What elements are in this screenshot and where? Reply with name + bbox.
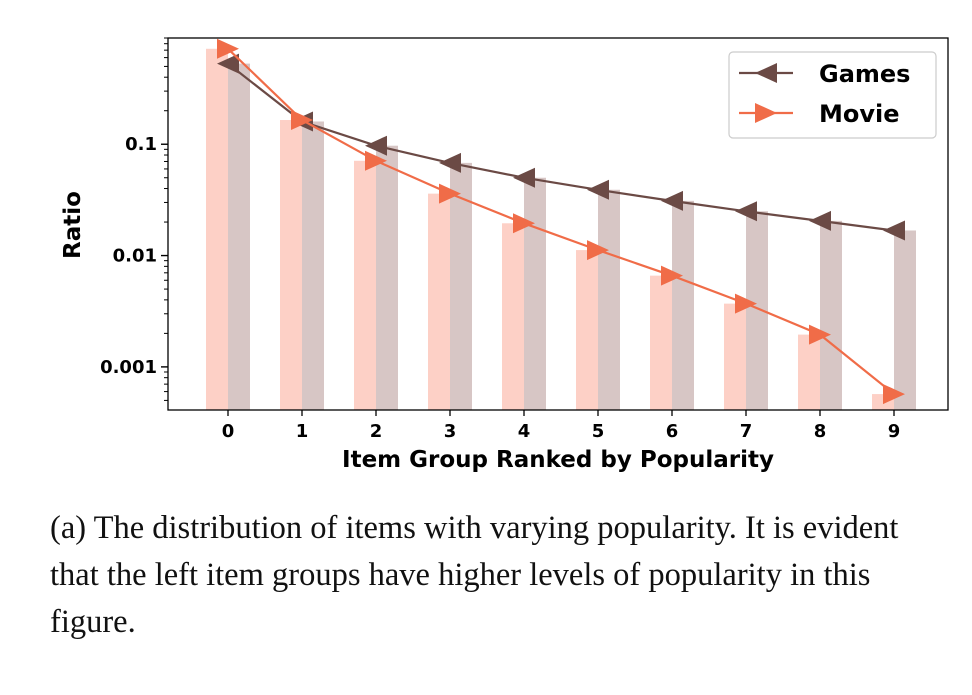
marker-games-6: [661, 190, 683, 211]
x-tick-label: 5: [592, 421, 605, 442]
marker-movie-9: [883, 384, 905, 405]
x-axis-label: Item Group Ranked by Popularity: [342, 447, 774, 473]
figure-caption: (a) The distribution of items with varyi…: [50, 510, 899, 640]
bar-games-2: [376, 145, 398, 410]
y-axis: 0.1 0.01 0.001: [100, 37, 168, 401]
x-tick-label: 6: [666, 421, 679, 442]
bar-games-7: [746, 211, 768, 410]
marker-games-0: [217, 53, 239, 74]
bar-movie-0: [206, 48, 228, 411]
bar-movie-7: [724, 303, 746, 410]
marker-movie-7: [735, 293, 757, 314]
lines-layer: [217, 38, 905, 405]
y-tick-label: 0.001: [100, 357, 157, 378]
marker-movie-4: [513, 213, 535, 234]
marker-movie-8: [809, 324, 831, 345]
x-tick-label: 1: [296, 421, 309, 442]
bar-games-1: [302, 121, 324, 411]
bar-games-8: [820, 220, 842, 410]
bar-games-0: [228, 63, 250, 411]
legend-marker-movie: [755, 103, 777, 123]
marker-movie-3: [439, 183, 461, 204]
line-movie: [227, 48, 895, 395]
marker-games-3: [439, 152, 461, 173]
x-tick-label: 0: [222, 421, 235, 442]
marker-games-5: [587, 179, 609, 200]
x-tick-label: 9: [888, 421, 901, 442]
y-tick-label: 0.1: [125, 134, 157, 155]
x-tick-label: 7: [740, 421, 753, 442]
legend-label-games: Games: [819, 60, 910, 88]
bar-movie-4: [502, 223, 524, 410]
bar-games-9: [894, 230, 916, 410]
bar-movie-1: [280, 120, 302, 411]
x-tick-label: 3: [444, 421, 457, 442]
bar-games-6: [672, 200, 694, 410]
marker-games-7: [735, 201, 757, 222]
legend: Games Movie: [728, 51, 937, 139]
marker-movie-1: [291, 110, 313, 131]
chart: 0.1 0.01 0.001 0 1 2 3 4 5 6 7 8 9 Item Group Ranke…: [60, 37, 949, 473]
bar-games-4: [524, 177, 546, 410]
y-tick-label: 0.01: [113, 246, 157, 267]
legend-label-movie: Movie: [819, 100, 900, 128]
bar-movie-8: [798, 334, 820, 410]
marker-games-9: [883, 220, 905, 241]
x-axis: 0 1 2 3 4 5 6 7 8 9: [222, 410, 901, 442]
plot-frame: [167, 37, 949, 411]
bar-movie-5: [576, 250, 598, 410]
marker-games-2: [365, 135, 387, 156]
bars-layer: [206, 48, 916, 411]
marker-movie-0: [217, 38, 239, 59]
marker-movie-2: [365, 150, 387, 171]
x-tick-label: 8: [814, 421, 827, 442]
marker-games-8: [809, 210, 831, 231]
bar-games-3: [450, 162, 472, 410]
marker-movie-6: [661, 265, 683, 286]
marker-movie-5: [587, 240, 609, 261]
x-tick-label: 4: [518, 421, 531, 442]
bar-movie-3: [428, 193, 450, 410]
bar-movie-6: [650, 275, 672, 410]
line-games: [227, 62, 895, 232]
y-axis-label: Ratio: [60, 191, 86, 259]
legend-marker-games: [755, 63, 777, 83]
bar-games-5: [598, 189, 620, 410]
x-tick-label: 2: [370, 421, 383, 442]
bar-movie-2: [354, 160, 376, 410]
marker-games-4: [513, 167, 535, 188]
